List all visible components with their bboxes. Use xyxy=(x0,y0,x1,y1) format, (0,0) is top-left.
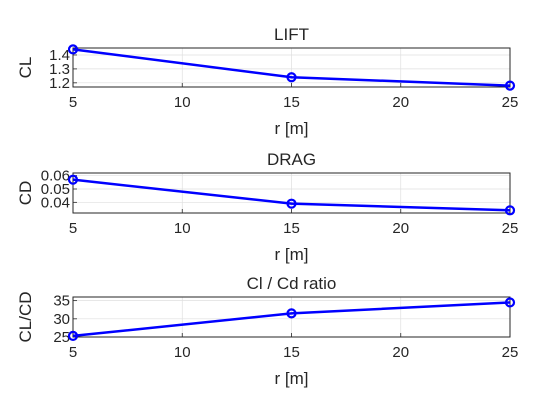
ratio-data-point xyxy=(67,330,79,342)
ratio-x-tick-label: 20 xyxy=(392,344,409,361)
ratio-series-line xyxy=(72,301,511,338)
lift-x-tick-label: 15 xyxy=(283,94,300,111)
lift-data-point xyxy=(504,80,516,91)
drag-y-tick-label: 0.06 xyxy=(41,168,70,185)
ratio-data-point xyxy=(504,297,516,308)
drag-x-tick-label: 20 xyxy=(392,220,409,237)
drag-plot: 5 10 15 20 25 0.040.050.06 DRAG r [m] CD xyxy=(16,150,518,264)
ratio-x-tick-label: 15 xyxy=(283,344,300,361)
drag-y-tick-label: 0.05 xyxy=(41,181,70,198)
ratio-x-tick-label: 25 xyxy=(502,344,519,361)
ratio-x-tick-label: 5 xyxy=(69,344,77,361)
drag-title: DRAG xyxy=(267,150,316,169)
ratio-y-tick-label: 25 xyxy=(53,329,70,346)
lift-x-tick-label: 10 xyxy=(174,94,191,111)
lift-x-tick-label: 5 xyxy=(69,94,77,111)
ratio-x-tick-label: 10 xyxy=(174,344,191,361)
drag-data-point xyxy=(504,205,516,216)
ratio-x-axis-label: r [m] xyxy=(275,369,309,388)
drag-y-axis-label: CD xyxy=(16,181,35,206)
lift-x-tick-label: 25 xyxy=(502,94,519,111)
drag-series-line xyxy=(72,178,511,212)
drag-x-tick-label: 15 xyxy=(283,220,300,237)
lift-plot: 5 10 15 20 25 1.21.31.4 LIFT r [m] CL xyxy=(16,25,518,138)
lift-y-tick-label: 1.4 xyxy=(49,47,70,64)
ratio-y-tick-label: 35 xyxy=(53,293,70,310)
lift-data-point xyxy=(67,44,79,55)
drag-x-tick-label: 25 xyxy=(502,220,519,237)
lift-title: LIFT xyxy=(274,25,309,44)
lift-y-tick-label: 1.2 xyxy=(49,75,70,92)
ratio-title: Cl / Cd ratio xyxy=(247,274,337,293)
lift-x-tick-label: 20 xyxy=(392,94,409,111)
drag-x-tick-label: 5 xyxy=(69,220,77,237)
lift-y-tick-label: 1.3 xyxy=(49,61,70,78)
lift-data-point xyxy=(286,72,297,83)
drag-x-axis-label: r [m] xyxy=(275,245,309,264)
drag-x-tick-label: 10 xyxy=(174,220,191,237)
ratio-y-axis-label: CL/CD xyxy=(16,291,35,342)
drag-y-tick-label: 0.04 xyxy=(41,194,70,211)
lift-series-line xyxy=(72,48,511,87)
lift-y-axis-label: CL xyxy=(16,57,35,79)
drag-data-point xyxy=(286,198,297,209)
lift-x-axis-label: r [m] xyxy=(275,119,309,138)
ratio-data-point xyxy=(286,308,297,319)
ratio-y-tick-label: 30 xyxy=(53,311,70,328)
drag-data-point xyxy=(67,174,79,185)
